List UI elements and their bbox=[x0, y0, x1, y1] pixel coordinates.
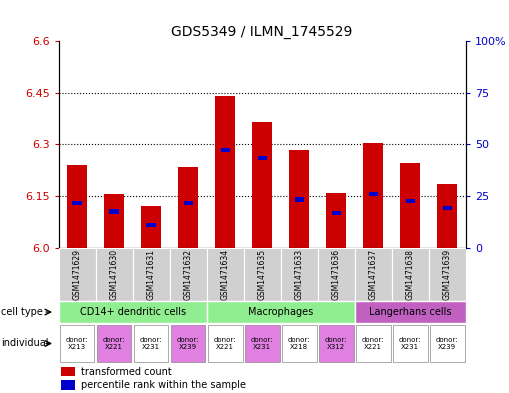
Bar bbox=[289, 150, 309, 248]
Bar bbox=[207, 248, 244, 301]
Bar bbox=[319, 325, 354, 362]
Text: GSM1471638: GSM1471638 bbox=[406, 249, 415, 300]
Bar bbox=[208, 325, 242, 362]
Text: CD14+ dendritic cells: CD14+ dendritic cells bbox=[79, 307, 186, 317]
Text: donor:
X239: donor: X239 bbox=[177, 337, 200, 350]
Text: GSM1471636: GSM1471636 bbox=[332, 249, 341, 300]
Bar bbox=[245, 325, 279, 362]
Bar bbox=[184, 201, 193, 205]
Bar bbox=[400, 163, 420, 248]
Bar bbox=[141, 206, 161, 248]
Bar bbox=[406, 199, 415, 203]
Bar bbox=[282, 325, 317, 362]
Bar bbox=[331, 211, 341, 215]
Text: cell type: cell type bbox=[1, 307, 43, 317]
Text: donor:
X231: donor: X231 bbox=[399, 337, 421, 350]
Bar bbox=[59, 248, 96, 301]
Bar bbox=[363, 143, 383, 248]
Bar bbox=[207, 301, 355, 323]
Bar bbox=[326, 193, 346, 248]
Text: GSM1471637: GSM1471637 bbox=[369, 249, 378, 300]
Bar bbox=[258, 156, 267, 160]
Bar bbox=[104, 194, 124, 248]
Text: donor:
X218: donor: X218 bbox=[288, 337, 310, 350]
Bar bbox=[220, 147, 230, 152]
Text: individual: individual bbox=[1, 338, 48, 349]
Bar bbox=[109, 209, 119, 213]
Text: GSM1471632: GSM1471632 bbox=[184, 249, 192, 300]
Bar bbox=[96, 248, 132, 301]
Bar bbox=[59, 301, 207, 323]
Bar bbox=[295, 197, 304, 202]
Bar bbox=[356, 325, 390, 362]
Bar bbox=[392, 248, 429, 301]
Text: GSM1471639: GSM1471639 bbox=[443, 249, 451, 300]
Bar bbox=[355, 248, 392, 301]
Bar bbox=[252, 122, 272, 248]
Text: GSM1471634: GSM1471634 bbox=[220, 249, 230, 300]
Text: donor:
X221: donor: X221 bbox=[103, 337, 125, 350]
Bar bbox=[97, 325, 131, 362]
Text: Macrophages: Macrophages bbox=[248, 307, 313, 317]
Title: GDS5349 / ILMN_1745529: GDS5349 / ILMN_1745529 bbox=[172, 25, 353, 39]
Text: transformed count: transformed count bbox=[81, 367, 172, 376]
Bar bbox=[132, 248, 169, 301]
Bar bbox=[178, 167, 199, 248]
Bar bbox=[60, 325, 95, 362]
Text: donor:
X231: donor: X231 bbox=[251, 337, 273, 350]
Bar bbox=[171, 325, 206, 362]
Bar bbox=[169, 248, 207, 301]
Bar bbox=[430, 325, 465, 362]
Text: percentile rank within the sample: percentile rank within the sample bbox=[81, 380, 246, 390]
Bar bbox=[318, 248, 355, 301]
Text: donor:
X239: donor: X239 bbox=[436, 337, 459, 350]
Text: GSM1471629: GSM1471629 bbox=[73, 249, 81, 300]
Text: donor:
X213: donor: X213 bbox=[66, 337, 88, 350]
Bar bbox=[67, 165, 87, 248]
Bar bbox=[61, 380, 75, 390]
Bar bbox=[443, 206, 452, 210]
Bar bbox=[355, 301, 466, 323]
Text: GSM1471635: GSM1471635 bbox=[258, 249, 267, 300]
Bar bbox=[215, 96, 235, 248]
Bar bbox=[134, 325, 168, 362]
Bar bbox=[437, 184, 458, 248]
Text: GSM1471630: GSM1471630 bbox=[109, 249, 119, 300]
Bar bbox=[244, 248, 280, 301]
Bar bbox=[429, 248, 466, 301]
Text: donor:
X221: donor: X221 bbox=[362, 337, 384, 350]
Text: donor:
X312: donor: X312 bbox=[325, 337, 348, 350]
Bar bbox=[147, 223, 156, 227]
Text: donor:
X221: donor: X221 bbox=[214, 337, 236, 350]
Bar bbox=[72, 201, 81, 205]
Bar bbox=[280, 248, 318, 301]
Text: Langerhans cells: Langerhans cells bbox=[369, 307, 451, 317]
Bar bbox=[369, 192, 378, 196]
Text: GSM1471631: GSM1471631 bbox=[147, 249, 156, 300]
Text: GSM1471633: GSM1471633 bbox=[295, 249, 304, 300]
Bar bbox=[61, 367, 75, 376]
Text: donor:
X231: donor: X231 bbox=[140, 337, 162, 350]
Bar bbox=[393, 325, 428, 362]
